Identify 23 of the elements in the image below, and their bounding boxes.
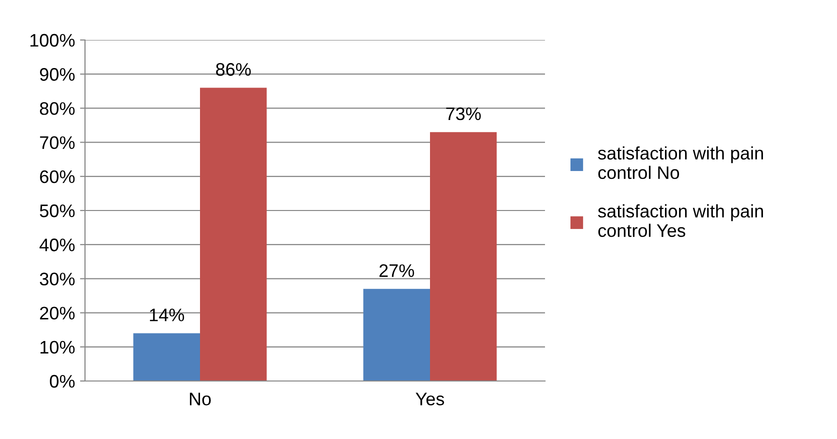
legend-label: satisfaction with pain control Yes <box>598 204 763 237</box>
legend-label: satisfaction with pain control No <box>598 146 763 180</box>
data-label: 14% <box>150 308 184 322</box>
bar <box>363 288 430 381</box>
y-tick-label: 80% <box>40 102 75 115</box>
y-tick-label: 0% <box>50 374 75 388</box>
bar <box>430 132 497 381</box>
y-tick-label: 40% <box>40 238 75 252</box>
y-tick-label: 60% <box>40 170 75 184</box>
y-tick-label: 20% <box>40 306 75 320</box>
y-tick-label: 70% <box>40 136 75 150</box>
data-label: 27% <box>379 264 414 277</box>
x-tick-label: Yes <box>416 392 444 406</box>
bar <box>133 333 200 381</box>
y-tick-label: 10% <box>40 340 75 354</box>
y-tick-label: 100% <box>30 34 75 47</box>
y-tick-label: 30% <box>40 272 75 286</box>
data-label: 86% <box>216 63 251 76</box>
y-tick-label: 50% <box>40 204 75 218</box>
y-tick-label: 90% <box>40 68 75 81</box>
bar <box>200 88 267 381</box>
data-label: 73% <box>446 107 481 120</box>
x-tick-label: No <box>190 392 211 406</box>
